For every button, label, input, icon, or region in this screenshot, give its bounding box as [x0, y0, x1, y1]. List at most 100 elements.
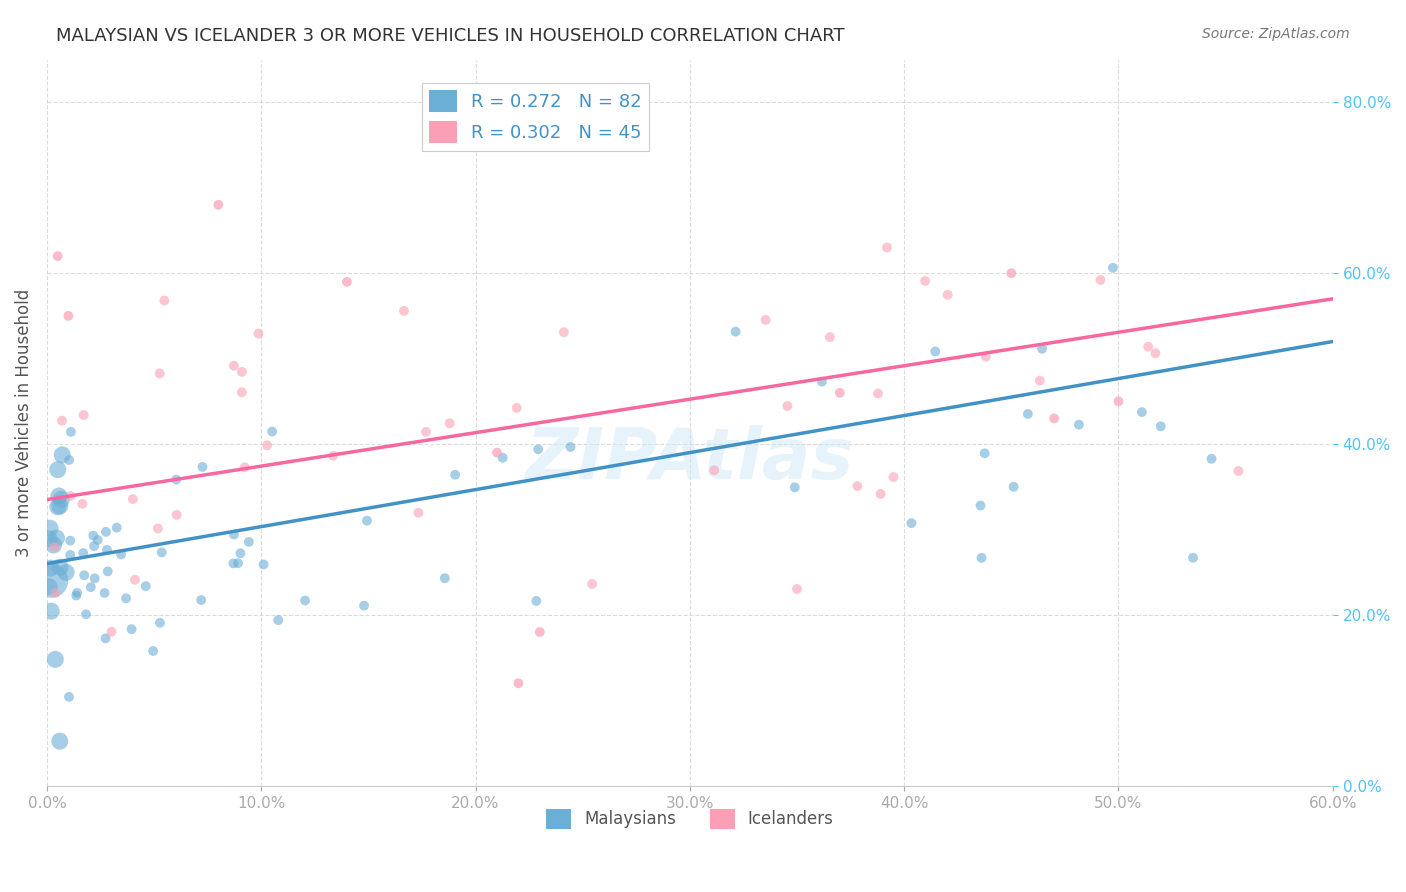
- Point: [1182, 550, 1205, 565]
- Point: [73, 568, 96, 582]
- Point: [974, 350, 997, 364]
- Point: [44, 586, 66, 600]
- Point: [39, 561, 62, 575]
- Point: [1144, 346, 1167, 360]
- Point: [786, 582, 808, 596]
- Point: [207, 198, 229, 212]
- Point: [87, 533, 110, 547]
- Point: [524, 594, 547, 608]
- Point: [1043, 411, 1066, 425]
- Point: [322, 449, 344, 463]
- Point: [58, 690, 80, 704]
- Point: [882, 470, 904, 484]
- Point: [46, 249, 69, 263]
- Point: [39, 521, 62, 535]
- Point: [1000, 266, 1022, 280]
- Point: [866, 386, 889, 401]
- Point: [105, 521, 128, 535]
- Point: [82, 528, 104, 542]
- Point: [560, 440, 582, 454]
- Point: [80, 580, 103, 594]
- Point: [1227, 464, 1250, 478]
- Point: [783, 480, 806, 494]
- Point: [818, 330, 841, 344]
- Point: [73, 408, 96, 422]
- Point: [969, 499, 991, 513]
- Point: [222, 359, 245, 373]
- Point: [252, 558, 274, 572]
- Point: [724, 325, 747, 339]
- Point: [1002, 480, 1025, 494]
- Point: [1090, 273, 1112, 287]
- Point: [392, 304, 415, 318]
- Point: [876, 240, 898, 254]
- Point: [1130, 405, 1153, 419]
- Point: [444, 467, 467, 482]
- Point: [869, 487, 891, 501]
- Y-axis label: 3 or more Vehicles in Household: 3 or more Vehicles in Household: [15, 289, 32, 557]
- Point: [59, 489, 82, 503]
- Point: [75, 607, 97, 622]
- Point: [135, 579, 157, 593]
- Point: [1031, 342, 1053, 356]
- Point: [149, 615, 172, 630]
- Point: [121, 622, 143, 636]
- Point: [1150, 419, 1173, 434]
- Point: [39, 604, 62, 618]
- Point: [142, 644, 165, 658]
- Point: [505, 401, 527, 415]
- Point: [51, 414, 73, 428]
- Point: [231, 365, 253, 379]
- Point: [970, 550, 993, 565]
- Point: [256, 438, 278, 452]
- Point: [439, 417, 461, 431]
- Point: [811, 375, 834, 389]
- Point: [776, 399, 799, 413]
- Point: [356, 514, 378, 528]
- Point: [238, 534, 260, 549]
- Point: [247, 326, 270, 341]
- Point: [222, 527, 245, 541]
- Point: [51, 492, 73, 507]
- Point: [553, 325, 575, 339]
- Point: [44, 540, 66, 554]
- Point: [49, 499, 72, 513]
- Point: [72, 546, 94, 560]
- Point: [94, 632, 117, 646]
- Point: [49, 734, 72, 748]
- Point: [100, 624, 122, 639]
- Point: [1107, 394, 1129, 409]
- Point: [755, 313, 778, 327]
- Point: [55, 566, 77, 580]
- Point: [38, 580, 60, 594]
- Point: [72, 497, 94, 511]
- Text: ZIPAtlas: ZIPAtlas: [526, 425, 853, 493]
- Point: [924, 344, 946, 359]
- Point: [49, 560, 72, 574]
- Point: [900, 516, 922, 530]
- Point: [1017, 407, 1039, 421]
- Point: [492, 450, 515, 465]
- Point: [294, 593, 316, 607]
- Point: [408, 506, 430, 520]
- Text: MALAYSIAN VS ICELANDER 3 OR MORE VEHICLES IN HOUSEHOLD CORRELATION CHART: MALAYSIAN VS ICELANDER 3 OR MORE VEHICLE…: [56, 27, 845, 45]
- Point: [66, 586, 89, 600]
- Point: [58, 309, 80, 323]
- Point: [527, 442, 550, 457]
- Legend: Malaysians, Icelanders: Malaysians, Icelanders: [540, 802, 841, 836]
- Point: [115, 591, 138, 606]
- Point: [529, 625, 551, 640]
- Point: [433, 571, 456, 585]
- Point: [83, 539, 105, 553]
- Point: [97, 565, 120, 579]
- Point: [65, 589, 87, 603]
- Point: [93, 586, 115, 600]
- Point: [485, 445, 508, 459]
- Point: [166, 508, 188, 522]
- Point: [353, 599, 375, 613]
- Point: [83, 571, 105, 585]
- Point: [124, 573, 146, 587]
- Point: [59, 425, 82, 439]
- Point: [45, 531, 67, 545]
- Point: [149, 367, 172, 381]
